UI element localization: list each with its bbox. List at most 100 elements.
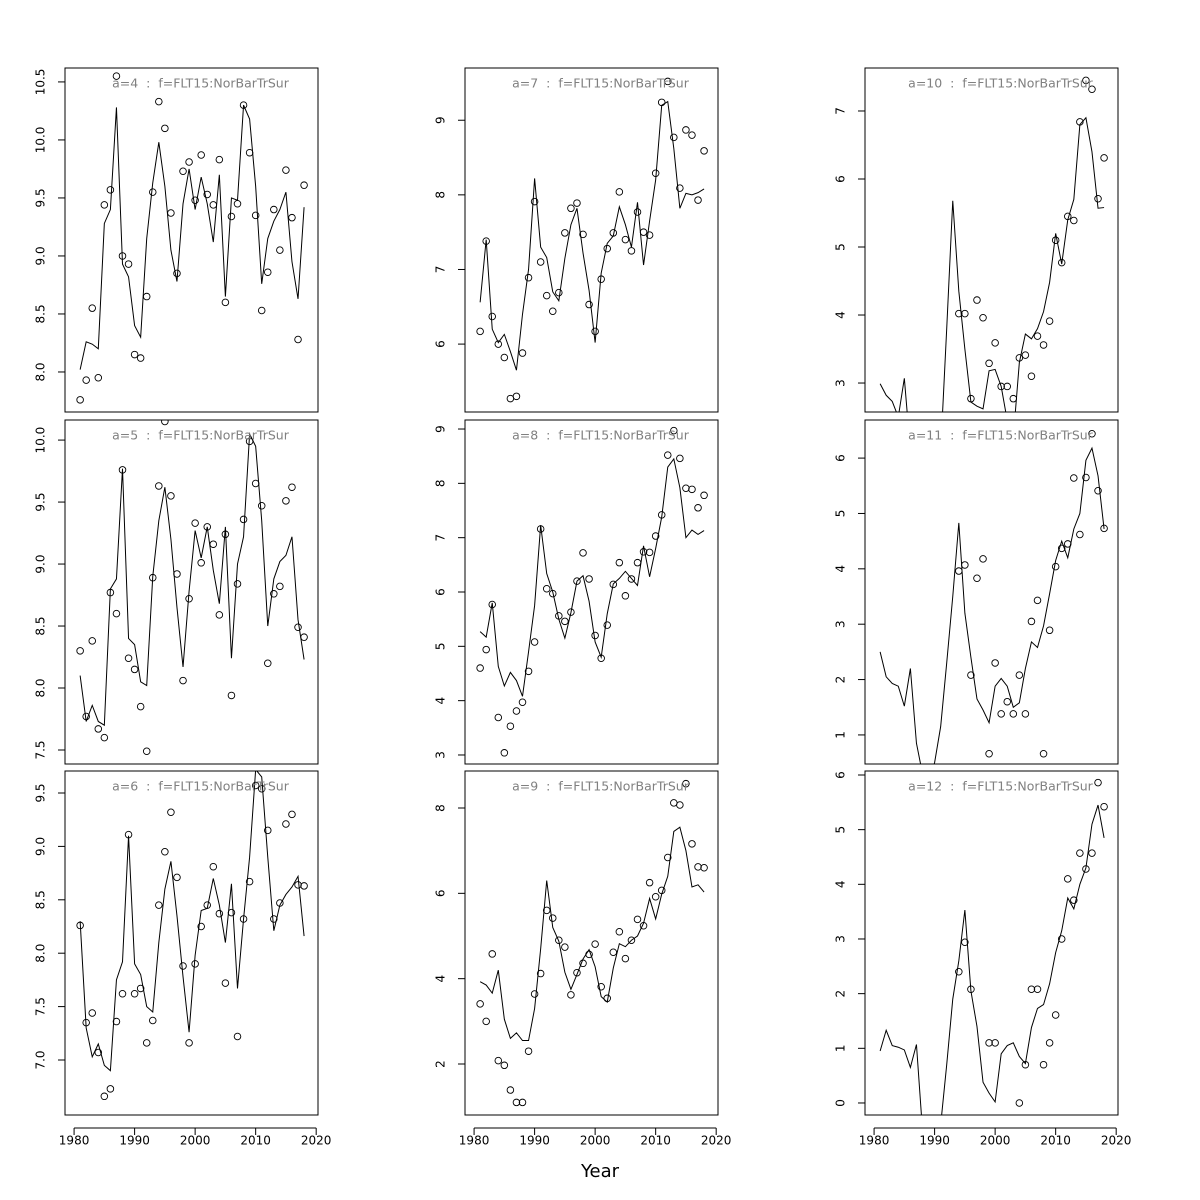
fit-line [79, 104, 305, 370]
data-point [1082, 76, 1090, 85]
data-point [161, 420, 169, 426]
data-point [130, 665, 139, 674]
panel: 3 4 5 6 7 a=10 : f=FLT15:NorBarTrSur [834, 67, 1119, 413]
data-point [197, 922, 205, 931]
data-point [585, 575, 593, 583]
data-point [506, 722, 515, 730]
data-point [1033, 332, 1042, 340]
data-point [567, 204, 575, 213]
data-point [1039, 1060, 1048, 1069]
data-point [215, 611, 224, 619]
panel-title: a=10 : f=FLT15:NorBarTrSur [908, 76, 1094, 91]
data-point [985, 1039, 993, 1047]
y-tick-label: 9.0 [34, 554, 48, 573]
y-tick-label: 8 [434, 480, 448, 488]
data-point [1015, 671, 1024, 679]
data-point [142, 747, 151, 755]
x-tick-label: 1990 [919, 1134, 950, 1148]
panel-frame [864, 419, 1119, 765]
data-point [542, 291, 551, 300]
data-point [664, 853, 672, 862]
data-point [185, 1039, 193, 1047]
x-tick-label: 2020 [1101, 1134, 1132, 1148]
data-point [688, 840, 696, 848]
fit-line [879, 116, 1105, 412]
panel-title: a=8 : f=FLT15:NorBarTrSur [512, 428, 690, 443]
y-tick-label: 6 [834, 175, 848, 183]
data-point [88, 1009, 96, 1017]
data-point [506, 1086, 515, 1094]
y-tick-label: 5 [834, 243, 848, 251]
data-point [112, 1017, 121, 1026]
data-point [524, 273, 533, 282]
data-point [288, 483, 296, 491]
data-point [76, 396, 84, 404]
data-point [615, 927, 624, 936]
data-point [518, 698, 527, 707]
data-point [670, 133, 678, 142]
panel-frame [64, 770, 319, 1116]
data-point [130, 990, 139, 998]
y-tick-label: 9 [434, 425, 448, 433]
y-tick-label: 10.5 [34, 69, 48, 96]
data-point [288, 213, 296, 222]
data-point [1070, 474, 1078, 482]
data-point [167, 492, 175, 500]
plot-area [76, 771, 308, 1101]
data-point [215, 909, 224, 918]
data-point [106, 186, 115, 194]
data-point [118, 990, 127, 998]
data-point [645, 231, 654, 239]
data-point [233, 1032, 242, 1041]
panel-title: a=12 : f=FLT15:NorBarTrSur [908, 779, 1094, 794]
data-point [591, 327, 599, 336]
y-tick-label: 3 [834, 620, 848, 628]
y-tick-label: 10.0 [34, 427, 48, 454]
data-point [542, 584, 551, 593]
data-point [82, 376, 90, 384]
x-tick-label: 2020 [701, 1134, 732, 1148]
y-tick-label: 7 [434, 534, 448, 542]
data-point [270, 590, 278, 598]
data-point [579, 549, 587, 557]
data-point [512, 392, 521, 401]
data-point [149, 1016, 157, 1025]
y-tick-label: 0 [834, 1099, 848, 1107]
panel-frame [464, 770, 719, 1116]
plot-area [476, 77, 708, 403]
y-tick-label: 7.5 [34, 740, 48, 759]
y-tick-label: 7 [434, 266, 448, 274]
data-point [167, 808, 175, 816]
data-point [500, 1061, 509, 1070]
panel-title: a=7 : f=FLT15:NorBarTrSur [512, 76, 690, 91]
fit-line [479, 457, 705, 697]
y-tick-label: 6 [434, 340, 448, 348]
y-tick-label: 3 [834, 935, 848, 943]
data-point [294, 623, 302, 632]
y-tick-label: 4 [834, 880, 848, 888]
panel-frame [64, 67, 319, 413]
data-point [124, 654, 133, 663]
x-tick-label: 2010 [240, 1134, 271, 1148]
data-point [633, 208, 642, 216]
data-point [524, 667, 533, 676]
data-point [482, 1017, 490, 1026]
x-tick-label: 1980 [859, 1134, 890, 1148]
x-tick-label: 1980 [59, 1134, 90, 1148]
data-point [88, 637, 96, 645]
data-point [585, 300, 593, 309]
data-point [251, 781, 260, 790]
data-point [124, 260, 133, 268]
data-point [106, 1085, 115, 1093]
data-point [530, 990, 539, 998]
data-point [239, 515, 248, 524]
data-point [257, 502, 266, 510]
data-point [136, 702, 145, 711]
panel-title: a=6 : f=FLT15:NorBarTrSur [112, 779, 290, 794]
data-point [518, 349, 527, 357]
data-point [603, 621, 611, 629]
data-point [264, 826, 272, 835]
data-point [264, 268, 272, 276]
y-tick-label: 3 [834, 379, 848, 387]
data-point [136, 984, 145, 993]
